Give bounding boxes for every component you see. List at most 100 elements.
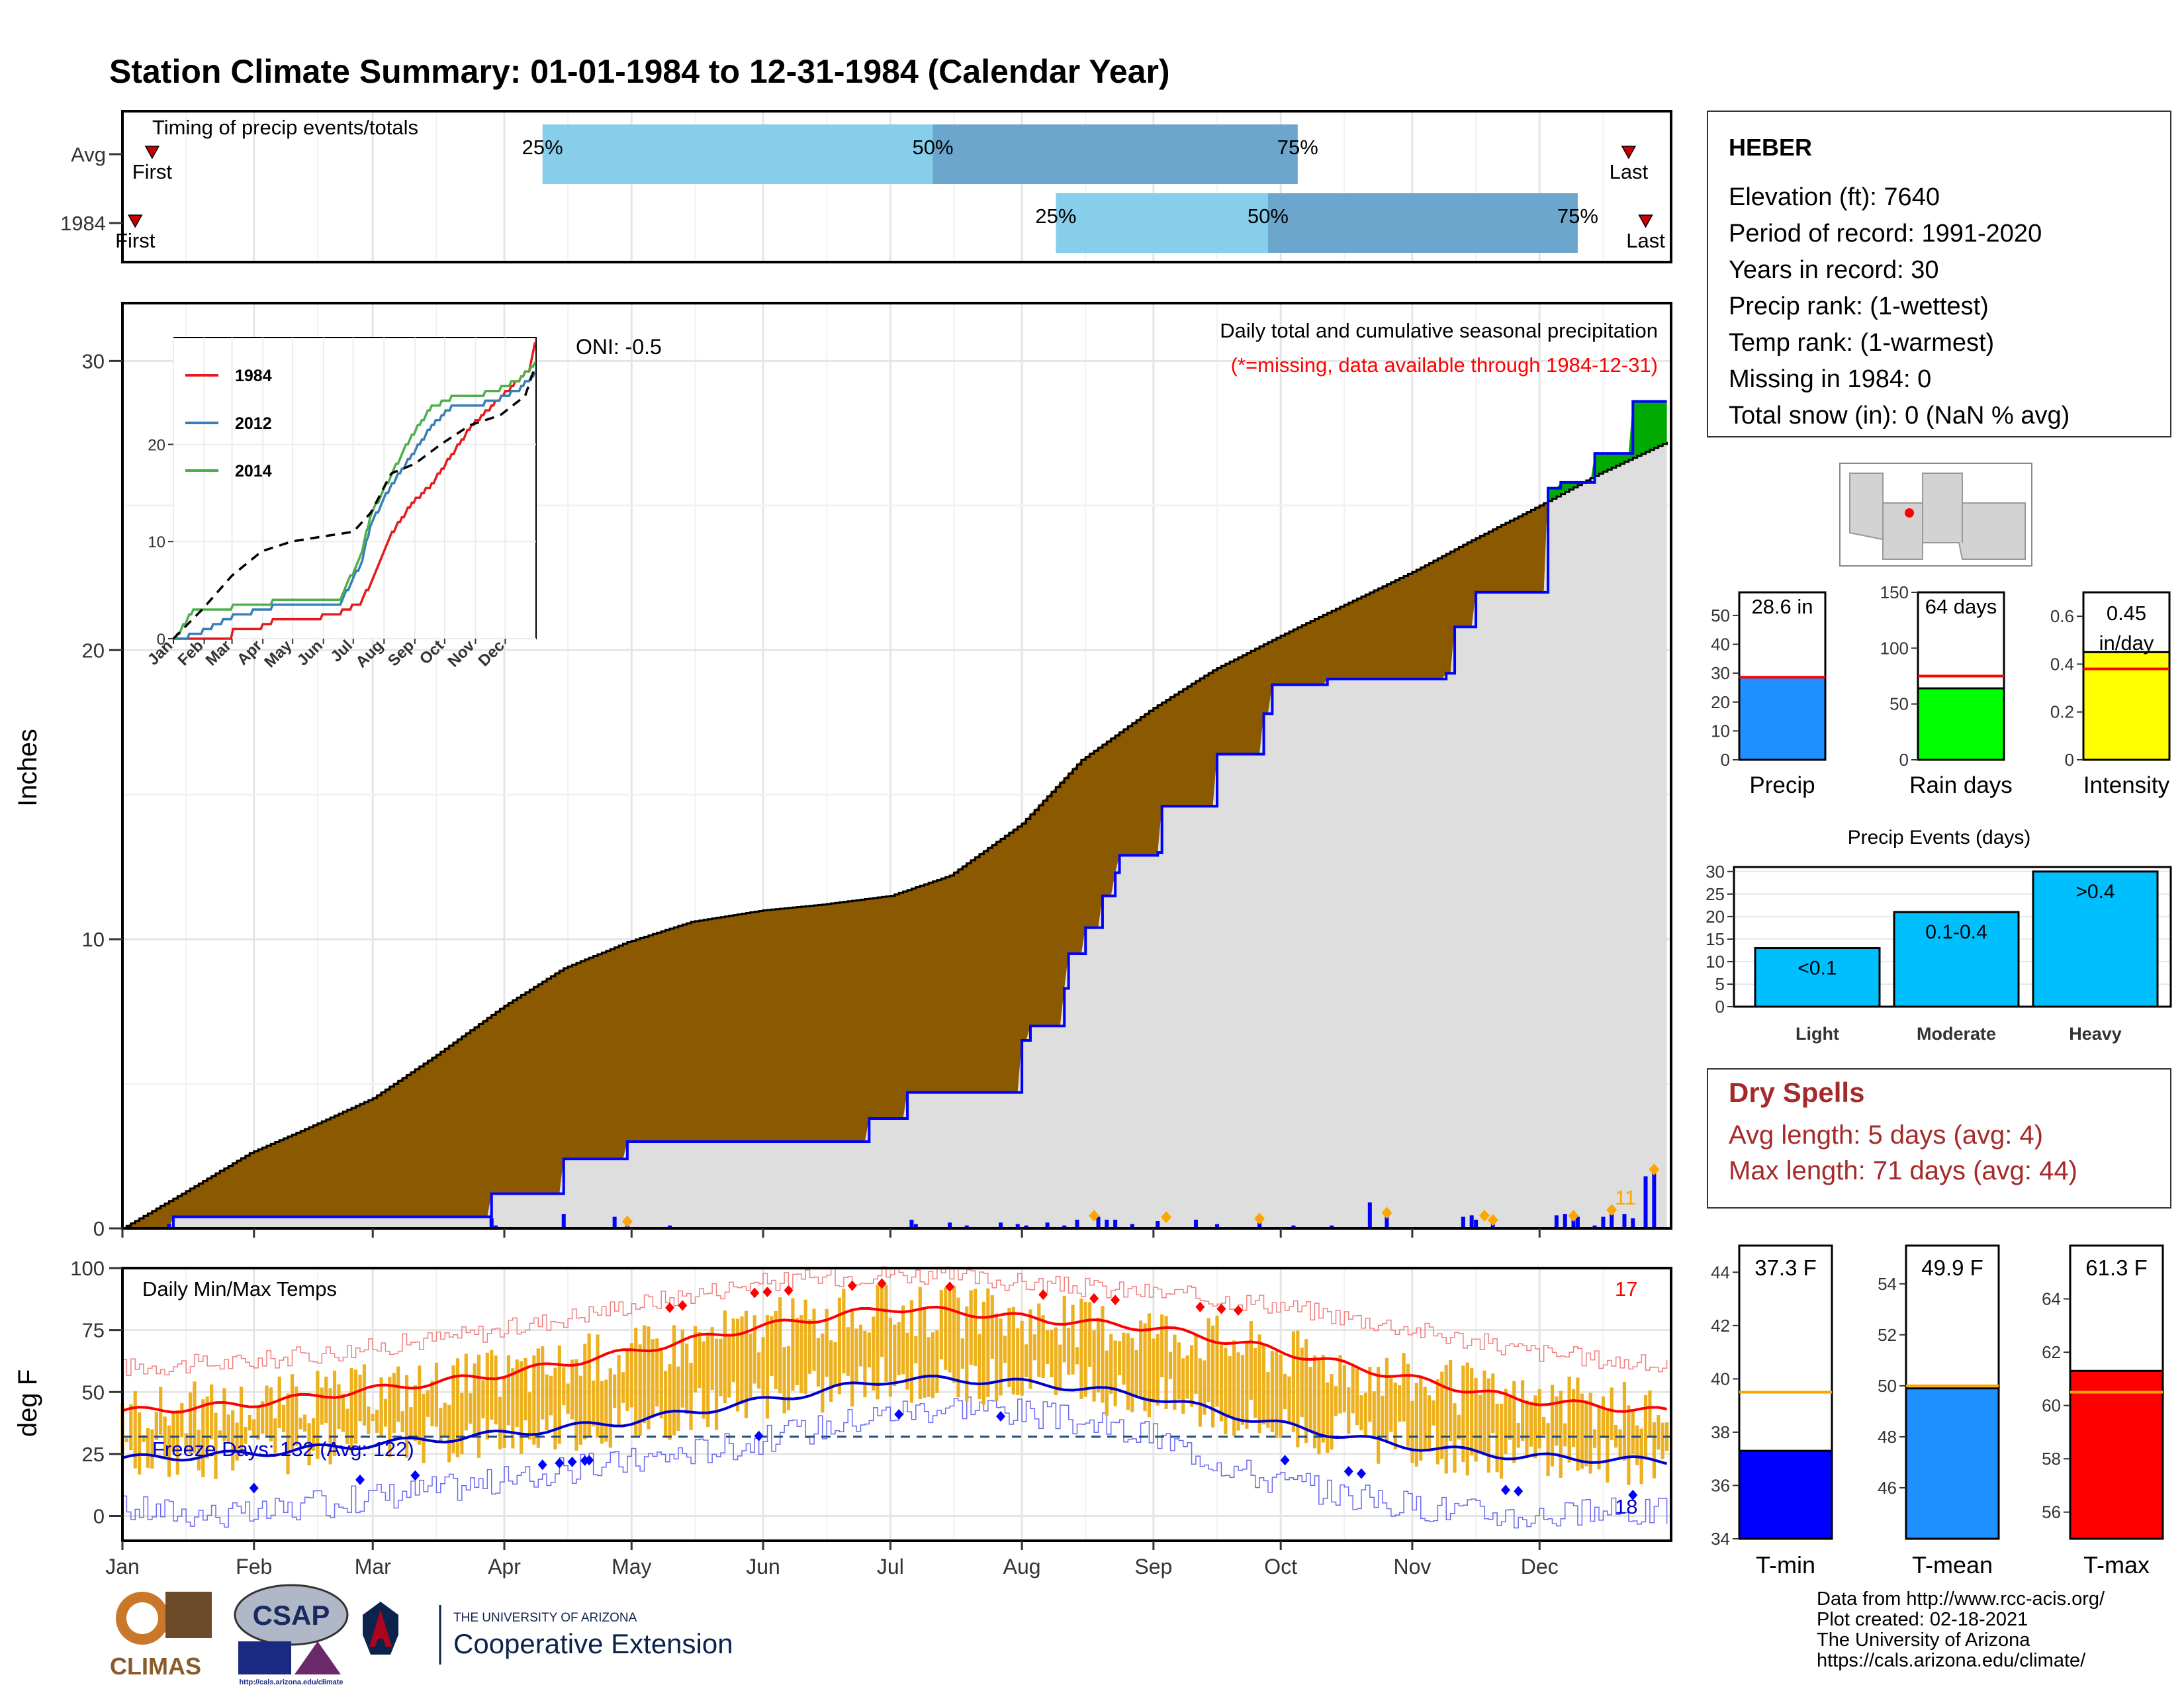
- daily-temp-bar: [1389, 1378, 1393, 1432]
- daily-temp-bar: [362, 1364, 367, 1426]
- timing-pct-25: 25%: [522, 136, 563, 159]
- daily-temp-bar: [260, 1401, 265, 1434]
- daily-temp-bar: [1261, 1344, 1266, 1425]
- daily-temp-bar: [918, 1287, 922, 1400]
- daily-precip-bar: [1156, 1221, 1160, 1228]
- daily-temp-bar: [235, 1422, 239, 1461]
- daily-temp-bar: [782, 1347, 786, 1414]
- daily-temp-bar: [1622, 1381, 1627, 1461]
- daily-temp-bar: [1253, 1348, 1257, 1418]
- record-low-marker: [355, 1474, 365, 1485]
- daily-temp-bar: [990, 1295, 994, 1359]
- daily-temp-bar: [1593, 1429, 1597, 1448]
- daily-precip-bar: [1367, 1202, 1372, 1228]
- daily-temp-bar: [578, 1375, 582, 1445]
- daily-temp-bar: [129, 1404, 133, 1450]
- daily-temp-bar: [430, 1381, 434, 1427]
- daily-temp-bar: [1037, 1303, 1041, 1377]
- daily-temp-bar: [592, 1380, 596, 1427]
- daily-temp-bar: [757, 1352, 761, 1389]
- daily-temp-bar: [1474, 1377, 1478, 1462]
- events-frame: [1733, 866, 2172, 1008]
- daily-temp-bar: [273, 1418, 277, 1454]
- daily-temp-bar: [469, 1393, 473, 1424]
- daily-temp-bar: [858, 1324, 863, 1367]
- daily-temp-bar: [1482, 1370, 1486, 1455]
- daily-temp-bar: [171, 1412, 175, 1452]
- daily-temp-bar: [621, 1372, 625, 1403]
- events-bar-heavy: [2032, 870, 2159, 1008]
- record-min-line: [122, 1396, 1668, 1529]
- month-label: Jun: [746, 1555, 780, 1578]
- daily-temp-bar: [1363, 1393, 1368, 1436]
- events-bar-label: <0.1: [1797, 958, 1837, 980]
- surplus-area: [1548, 401, 1667, 501]
- daily-temp-bar: [1249, 1320, 1253, 1400]
- daily-temp-bar: [1563, 1423, 1567, 1447]
- temp-y-tick-label: 25: [82, 1443, 105, 1466]
- daily-temp-bar: [1134, 1349, 1138, 1398]
- summary-y-tick-label: 50: [1711, 606, 1730, 625]
- daily-precip-bar: [999, 1222, 1003, 1228]
- daily-temp-bar: [799, 1314, 803, 1393]
- location-map: [1839, 463, 2032, 567]
- daily-temp-bar: [978, 1334, 981, 1400]
- temp-summary-y-tick-label: 64: [2042, 1289, 2061, 1309]
- record-high-marker: [1216, 1303, 1226, 1314]
- record-high-marker: [750, 1287, 760, 1299]
- events-y-tick-label: 5: [1715, 974, 1725, 994]
- events-y-tick-label: 0: [1715, 997, 1725, 1017]
- daily-temp-bar: [133, 1391, 137, 1469]
- daily-temp-bar: [345, 1408, 349, 1444]
- daily-temp-bar: [923, 1308, 927, 1398]
- daily-temp-bar: [1156, 1334, 1160, 1406]
- daily-temp-bar: [1203, 1360, 1206, 1415]
- daily-temp-bar: [1050, 1330, 1054, 1378]
- daily-temp-bar: [1648, 1390, 1652, 1438]
- summary-y-tick-label: 30: [1711, 663, 1730, 683]
- daily-temp-bar: [685, 1343, 689, 1414]
- daily-temp-bar: [1444, 1365, 1448, 1474]
- daily-temp-bar: [1054, 1327, 1058, 1395]
- events-y-tick-label: 30: [1706, 862, 1725, 882]
- daily-temp-bar: [1499, 1403, 1504, 1479]
- daily-temp-bar: [1300, 1348, 1304, 1417]
- daily-temp-bar: [1449, 1360, 1453, 1441]
- daily-temp-bar: [1067, 1328, 1071, 1375]
- daily-temp-bar: [248, 1414, 251, 1431]
- daily-temp-bar: [481, 1380, 485, 1419]
- extreme-precip-marker: [1568, 1209, 1579, 1222]
- daily-temp-bar: [1661, 1422, 1664, 1459]
- first-label: First: [132, 160, 173, 183]
- daily-temp-bar: [791, 1298, 795, 1391]
- daily-precip-bar: [1075, 1219, 1079, 1228]
- daily-temp-bar: [1177, 1342, 1181, 1400]
- normal-min-line: [122, 1375, 1668, 1465]
- daily-temp-bar: [986, 1288, 990, 1397]
- daily-temp-bar: [1610, 1387, 1614, 1440]
- daily-temp-bar: [290, 1374, 295, 1449]
- daily-temp-bar: [210, 1384, 214, 1440]
- daily-precip-bar: [1385, 1216, 1389, 1228]
- daily-temp-bar: [867, 1332, 871, 1368]
- daily-temp-bar: [188, 1392, 193, 1454]
- page-title: Station Climate Summary: 01-01-1984 to 1…: [109, 53, 1170, 90]
- daily-temp-bar: [349, 1367, 353, 1452]
- temp-summary-y-tick-label: 48: [1878, 1427, 1897, 1447]
- daily-temp-bar: [876, 1285, 880, 1400]
- daily-temp-bar: [324, 1377, 328, 1424]
- daily-temp-bar: [392, 1373, 396, 1434]
- daily-temp-bar: [1347, 1387, 1351, 1434]
- daily-temp-bar: [269, 1387, 273, 1441]
- summary-bar-name: Precip: [1749, 772, 1815, 798]
- daily-temp-bar: [965, 1306, 969, 1402]
- daily-temp-bar: [821, 1333, 825, 1413]
- temp-summary-y-tick-label: 46: [1878, 1478, 1897, 1498]
- events-category-label: Heavy: [2069, 1024, 2122, 1044]
- summary-value-label: in/day: [2099, 631, 2154, 655]
- first-event-marker: [144, 146, 160, 160]
- last-label: Last: [1626, 229, 1665, 252]
- last-label: Last: [1610, 160, 1649, 183]
- record-low-marker: [410, 1470, 420, 1481]
